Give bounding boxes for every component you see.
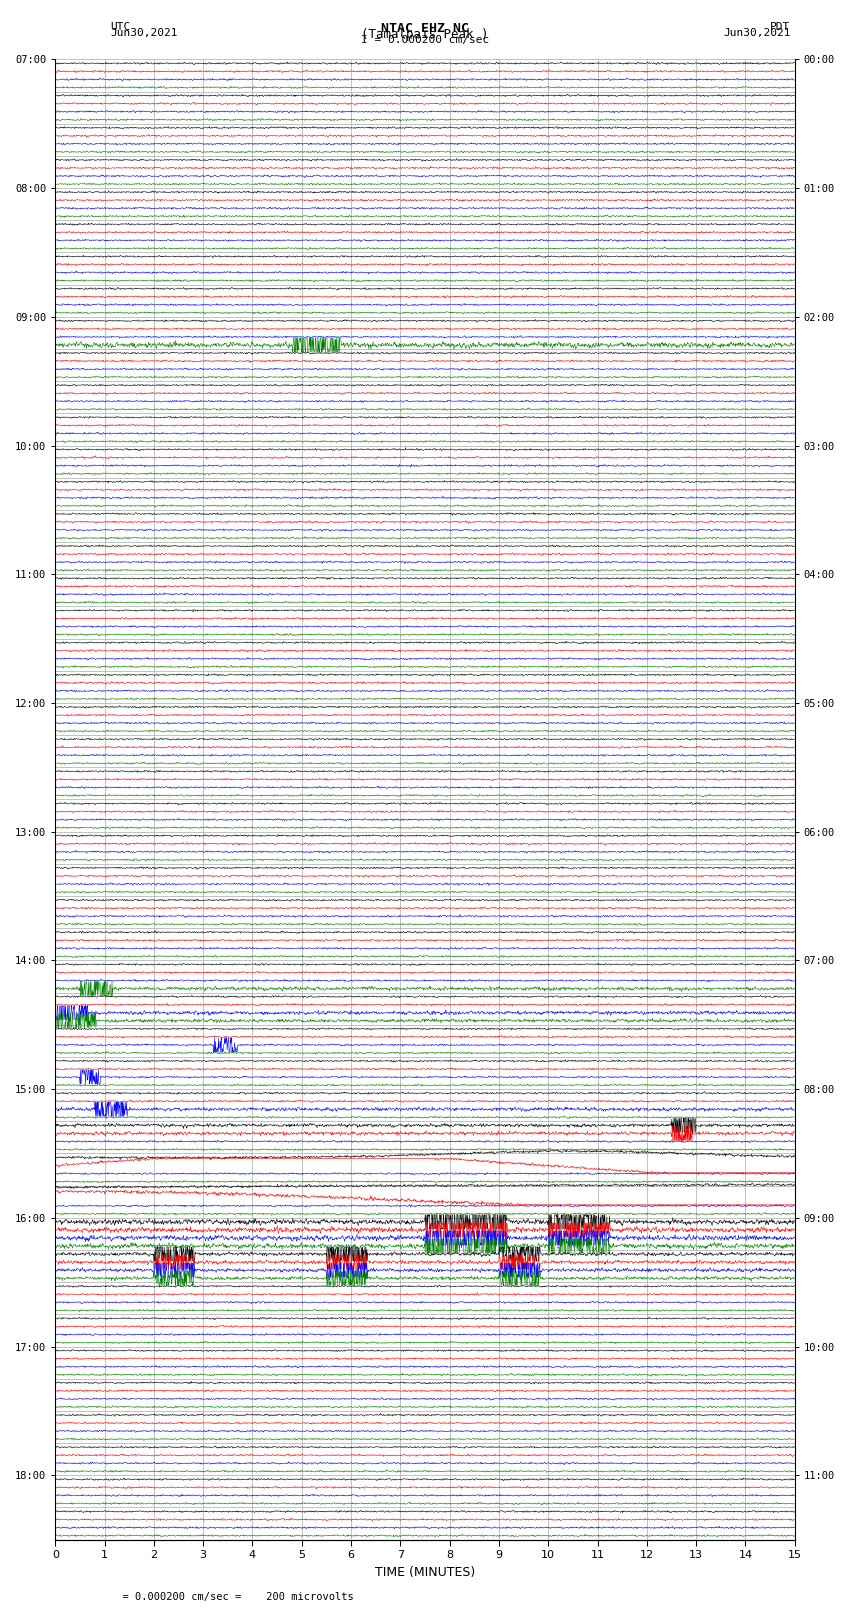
Text: PDT: PDT: [770, 23, 790, 32]
Text: I = 0.000200 cm/sec: I = 0.000200 cm/sec: [361, 34, 489, 45]
Text: UTC: UTC: [110, 23, 131, 32]
Text: (Tamalpais Peak ): (Tamalpais Peak ): [361, 29, 489, 42]
Text: Jun30,2021: Jun30,2021: [110, 29, 178, 39]
Text: = 0.000200 cm/sec =    200 microvolts: = 0.000200 cm/sec = 200 microvolts: [110, 1592, 354, 1602]
Text: NTAC EHZ NC: NTAC EHZ NC: [381, 23, 469, 35]
X-axis label: TIME (MINUTES): TIME (MINUTES): [375, 1566, 475, 1579]
Text: Jun30,2021: Jun30,2021: [723, 29, 791, 39]
